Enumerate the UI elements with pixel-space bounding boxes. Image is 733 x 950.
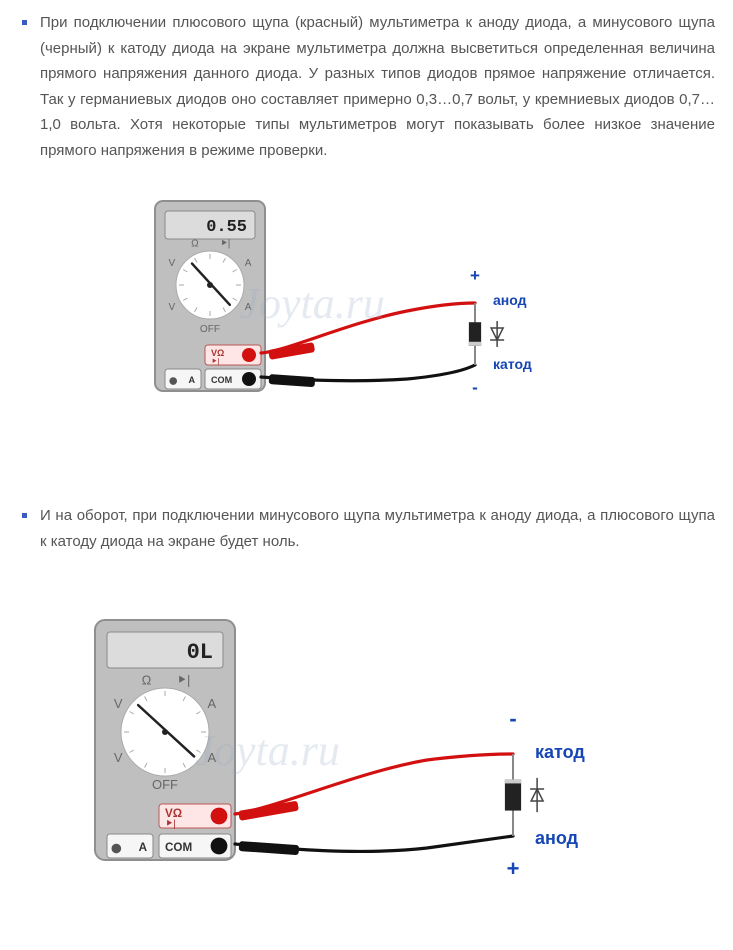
a-port-label: A [188, 375, 195, 385]
polarity-bottom: - [472, 378, 478, 397]
dial-label: A [244, 258, 251, 269]
black-probe-handle [268, 374, 315, 387]
polarity-bottom: + [506, 856, 519, 881]
dial-label: ⯈| [219, 239, 230, 250]
figure-1-wrap: 0.55Ω⯈|VVAAOFFVΩ⯈|COM⬤A+анодкатод-Joyta.… [18, 193, 715, 453]
black-jack [210, 838, 227, 855]
a-port-dot: ⬤ [111, 843, 122, 854]
black-jack [242, 372, 256, 386]
label-bottom: анод [535, 828, 579, 848]
dial-label: OFF [199, 324, 219, 335]
dial-label: V [113, 696, 122, 711]
multimeter-reading: 0L [186, 640, 212, 665]
figure-2: 0LΩ⯈|VVAAOFFVΩ⯈|COM⬤A-катоданод+Joyta.ru [87, 612, 647, 920]
bullet-text: И на оборот, при подключении минусового … [40, 507, 715, 550]
bullet-item: И на оборот, при подключении минусового … [18, 503, 715, 554]
dial-label: ⯈| [176, 672, 190, 687]
label-bottom: катод [493, 356, 532, 372]
dial-label: Ω [141, 672, 151, 687]
label-top: катод [535, 742, 585, 762]
diode-cathode-band [504, 779, 520, 783]
dial-label: OFF [152, 777, 178, 792]
bullet-text: При подключении плюсового щупа (красный)… [40, 14, 715, 159]
diode-body [504, 779, 520, 810]
dial-label: A [207, 696, 216, 711]
polarity-top: + [470, 266, 480, 285]
a-port-dot: ⬤ [169, 376, 178, 385]
multimeter-reading: 0.55 [206, 218, 247, 237]
black-probe-handle [238, 841, 299, 855]
dial-label: A [244, 302, 251, 313]
com-label: COM [211, 375, 232, 385]
dial-label: V [113, 750, 122, 765]
bullet-item: При подключении плюсового щупа (красный)… [18, 10, 715, 163]
label-top: анод [493, 292, 527, 308]
red-probe-handle [238, 801, 299, 821]
diagram-svg: 0LΩ⯈|VVAAOFFVΩ⯈|COM⬤A-катоданод+ [87, 612, 647, 920]
figure-1: 0.55Ω⯈|VVAAOFFVΩ⯈|COM⬤A+анодкатод-Joyta.… [147, 193, 587, 453]
dial-label: A [207, 750, 216, 765]
v-ohm-symbol: ⯈| [211, 357, 220, 366]
figure-2-wrap: 0LΩ⯈|VVAAOFFVΩ⯈|COM⬤A-катоданод+Joyta.ru [18, 612, 715, 920]
dial-label: Ω [191, 239, 199, 250]
v-ohm-symbol: ⯈| [165, 819, 176, 830]
a-port-label: A [138, 841, 147, 854]
red-jack [242, 348, 256, 362]
dial-label: V [168, 302, 175, 313]
diagram-svg: 0.55Ω⯈|VVAAOFFVΩ⯈|COM⬤A+анодкатод- [147, 193, 587, 453]
red-probe-wire [261, 303, 475, 353]
diode-cathode-band [468, 342, 480, 346]
red-jack [210, 808, 227, 825]
polarity-top: - [509, 706, 516, 731]
com-label: COM [165, 841, 192, 854]
dial-label: V [168, 258, 175, 269]
